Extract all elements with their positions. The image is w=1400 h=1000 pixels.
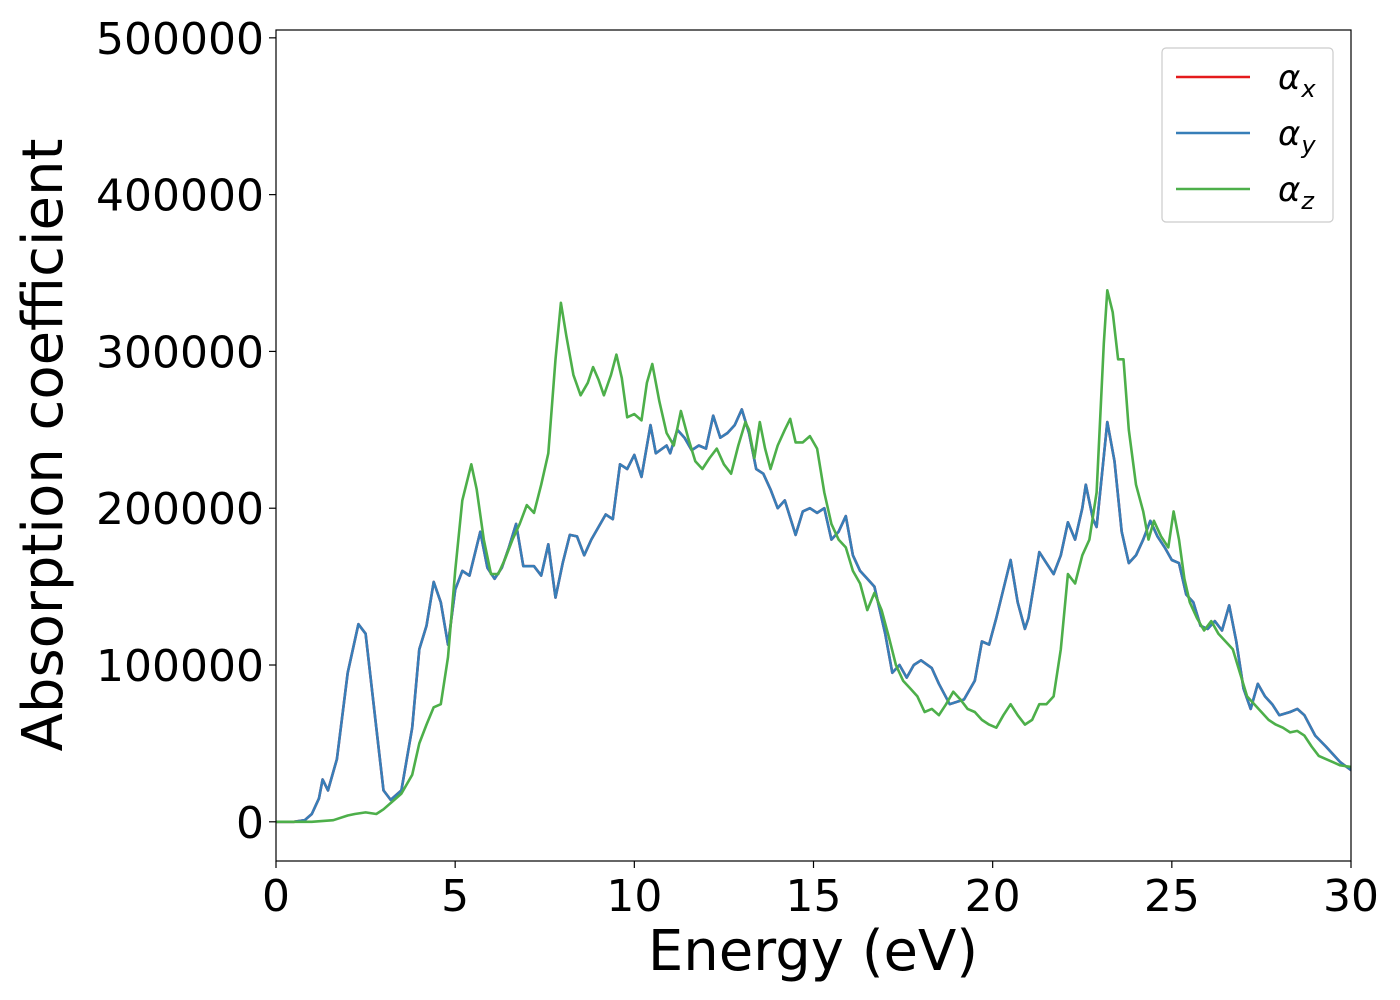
- y-tick-label: 300000: [96, 327, 264, 378]
- legend: αx αy αz: [1161, 47, 1334, 223]
- legend-label-y: αy: [1278, 114, 1316, 159]
- x-tick-label: 0: [262, 871, 290, 922]
- x-tick-label: 30: [1323, 871, 1379, 922]
- x-tick-label: 20: [965, 871, 1021, 922]
- y-tick-label: 500000: [96, 14, 264, 65]
- legend-label-z: αz: [1278, 170, 1315, 215]
- x-tick-label: 10: [606, 871, 662, 922]
- x-axis-title: Energy (eV): [648, 919, 978, 984]
- y-axis: 0 100000 200000 300000 400000 500000: [96, 14, 276, 849]
- x-tick-label: 15: [786, 871, 842, 922]
- y-tick-label: 400000: [96, 171, 264, 222]
- y-tick-label: 200000: [96, 484, 264, 535]
- legend-box: [1161, 47, 1334, 223]
- series-line-z: [276, 289, 1351, 824]
- y-tick-label: 0: [236, 798, 264, 849]
- series-layer: [276, 289, 1351, 824]
- x-axis: 0 5 10 15 20 25 30: [262, 861, 1379, 922]
- legend-label-x: αx: [1278, 58, 1316, 103]
- x-tick-label: 5: [441, 871, 469, 922]
- y-tick-label: 100000: [96, 641, 264, 692]
- x-tick-label: 25: [1144, 871, 1200, 922]
- series-line-y: [276, 408, 1351, 824]
- y-axis-title: Absorption coefficient: [11, 139, 76, 752]
